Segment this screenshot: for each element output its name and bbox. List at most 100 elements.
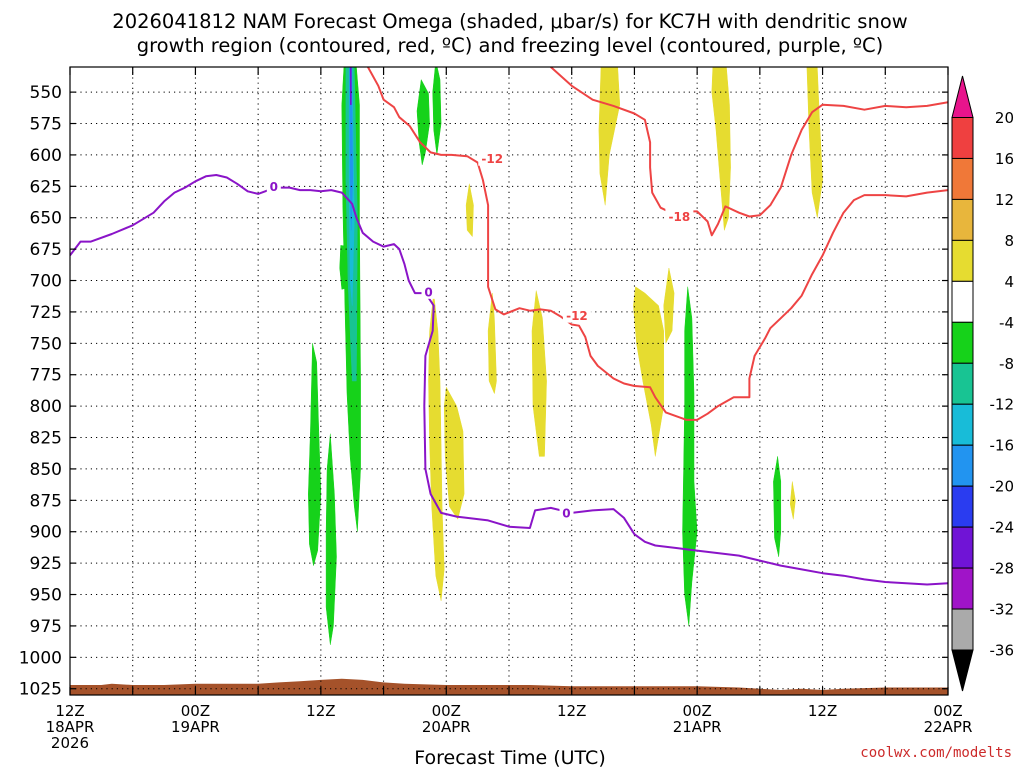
omega-region-20 <box>711 67 731 231</box>
freezing-label-bg <box>559 504 574 520</box>
omega-region-3 <box>308 343 322 566</box>
x-tick-label: 00Z <box>933 702 962 720</box>
colorbar-swatch-1 <box>951 157 974 200</box>
freezing-label-bg <box>421 283 436 299</box>
y-tick-label-1000: 1000 <box>19 648 62 668</box>
colorbar-swatch-5 <box>951 321 974 364</box>
colorbar-swatch-12 <box>951 608 974 651</box>
y-tick-label-800: 800 <box>30 397 62 417</box>
x-tick-label: 20APR <box>422 718 471 736</box>
omega-region-16 <box>531 290 547 457</box>
colorbar-label--4: -4 <box>999 314 1014 332</box>
colorbar-swatch-3 <box>951 239 974 282</box>
y-tick-label-700: 700 <box>30 272 62 292</box>
colorbar-label--32: -32 <box>990 601 1015 619</box>
y-axis: 550 575 600 625 650 675 700 725 750 775 800 825 850 8… <box>19 83 948 700</box>
x-tick-label: 12Z <box>808 702 837 720</box>
colorbar-label-16: 16 <box>995 150 1014 168</box>
x-tick-label: 12Z <box>306 702 335 720</box>
snow-growth-contour-label: -18 <box>669 210 691 224</box>
y-tick-label-550: 550 <box>30 83 62 103</box>
x-axis-title: Forecast Time (UTC) <box>414 747 605 768</box>
chart-title-line-2: growth region (contoured, red, ºC) and f… <box>137 34 884 57</box>
colorbar-swatch-6 <box>951 362 974 405</box>
omega-region-12 <box>428 293 445 601</box>
x-tick-label: 00Z <box>432 702 461 720</box>
y-tick-label-875: 875 <box>30 491 62 511</box>
colorbar-swatch-11 <box>951 567 974 610</box>
colorbar-swatch-7 <box>951 403 974 446</box>
y-tick-label-975: 975 <box>30 617 62 637</box>
snow-growth-contour-0 <box>367 67 948 421</box>
colorbar-label-8: 8 <box>1004 232 1014 250</box>
x-tick-label: 12Z <box>55 702 84 720</box>
colorbar-swatch-0 <box>951 117 974 159</box>
omega-region-11 <box>349 67 352 105</box>
colorbar-label--28: -28 <box>990 560 1015 578</box>
chart-title-line-1: 2026041812 NAM Forecast Omega (shaded, μ… <box>112 10 907 33</box>
contour-label-bg <box>665 208 694 224</box>
y-tick-label-575: 575 <box>30 115 62 135</box>
snow-growth-contour-label: -12 <box>481 152 503 166</box>
colorbar-swatch-2 <box>951 198 974 241</box>
y-tick-label-675: 675 <box>30 240 62 260</box>
omega-region-14 <box>465 183 474 238</box>
freezing-level-label: 0 <box>424 285 432 299</box>
omega-region-18 <box>633 286 664 457</box>
colorbar-label--36: -36 <box>990 642 1015 660</box>
omega-shading-layer <box>308 67 823 645</box>
x-tick-label: 18APR <box>46 718 95 736</box>
snow-growth-contour-2 <box>550 67 948 237</box>
colorbar-label--12: -12 <box>990 396 1015 414</box>
y-tick-label-900: 900 <box>30 523 62 543</box>
colorbar-label--24: -24 <box>990 519 1015 537</box>
x-tick-label: 12Z <box>557 702 586 720</box>
contour-label-bg <box>562 307 591 323</box>
y-tick-label-775: 775 <box>30 366 62 386</box>
omega-region-21 <box>806 67 823 218</box>
colorbar-label--8: -8 <box>999 355 1014 373</box>
colorbar-label-4: 4 <box>1004 273 1014 291</box>
colorbar-label--20: -20 <box>990 478 1015 496</box>
colorbar-legend: 20 16 12 8 4 -4 -8 -12 -16 -20 -24 -28 -32 -36 <box>951 75 1015 692</box>
omega-region-1 <box>432 67 442 155</box>
colorbar-label-20: 20 <box>995 109 1014 127</box>
freezing-level-label: 0 <box>562 506 570 520</box>
colorbar-label-12: 12 <box>995 191 1014 209</box>
contour-labels: -12 -12 -18 0 0 0 <box>266 150 694 520</box>
omega-region-4 <box>325 433 337 645</box>
grid-lines <box>70 67 948 695</box>
y-tick-label-850: 850 <box>30 460 62 480</box>
y-tick-label-825: 825 <box>30 429 62 449</box>
colorbar-bottom-arrow <box>951 649 974 692</box>
snow-growth-contour-label: -12 <box>566 309 588 323</box>
omega-region-13 <box>443 386 465 520</box>
colorbar-swatch-9 <box>951 485 974 528</box>
omega-region-19 <box>663 267 675 345</box>
x-tick-label: 00Z <box>682 702 711 720</box>
y-tick-label-950: 950 <box>30 586 62 606</box>
site-footer: coolwx.com/modelts <box>860 745 1012 761</box>
x-tick-label: 21APR <box>673 718 722 736</box>
omega-region-17 <box>598 67 621 206</box>
contour-label-bg <box>478 150 507 166</box>
omega-region-6 <box>773 456 782 557</box>
colorbar-swatch-4 <box>951 280 974 323</box>
y-tick-label-750: 750 <box>30 334 62 354</box>
y-tick-label-650: 650 <box>30 209 62 229</box>
freezing-label-bg <box>266 178 281 194</box>
y-tick-label-625: 625 <box>30 177 62 197</box>
x-tick-label: 22APR <box>924 718 973 736</box>
x-tick-label: 2026 <box>51 734 89 752</box>
colorbar-label--16: -16 <box>990 437 1015 455</box>
y-tick-label-1025: 1025 <box>19 680 62 700</box>
omega-region-5 <box>682 286 698 626</box>
y-tick-label-725: 725 <box>30 303 62 323</box>
x-tick-label: 19APR <box>171 718 220 736</box>
colorbar-swatch-8 <box>951 444 974 487</box>
y-tick-label-600: 600 <box>30 146 62 166</box>
y-tick-label-925: 925 <box>30 554 62 574</box>
colorbar-top-arrow <box>951 75 974 118</box>
